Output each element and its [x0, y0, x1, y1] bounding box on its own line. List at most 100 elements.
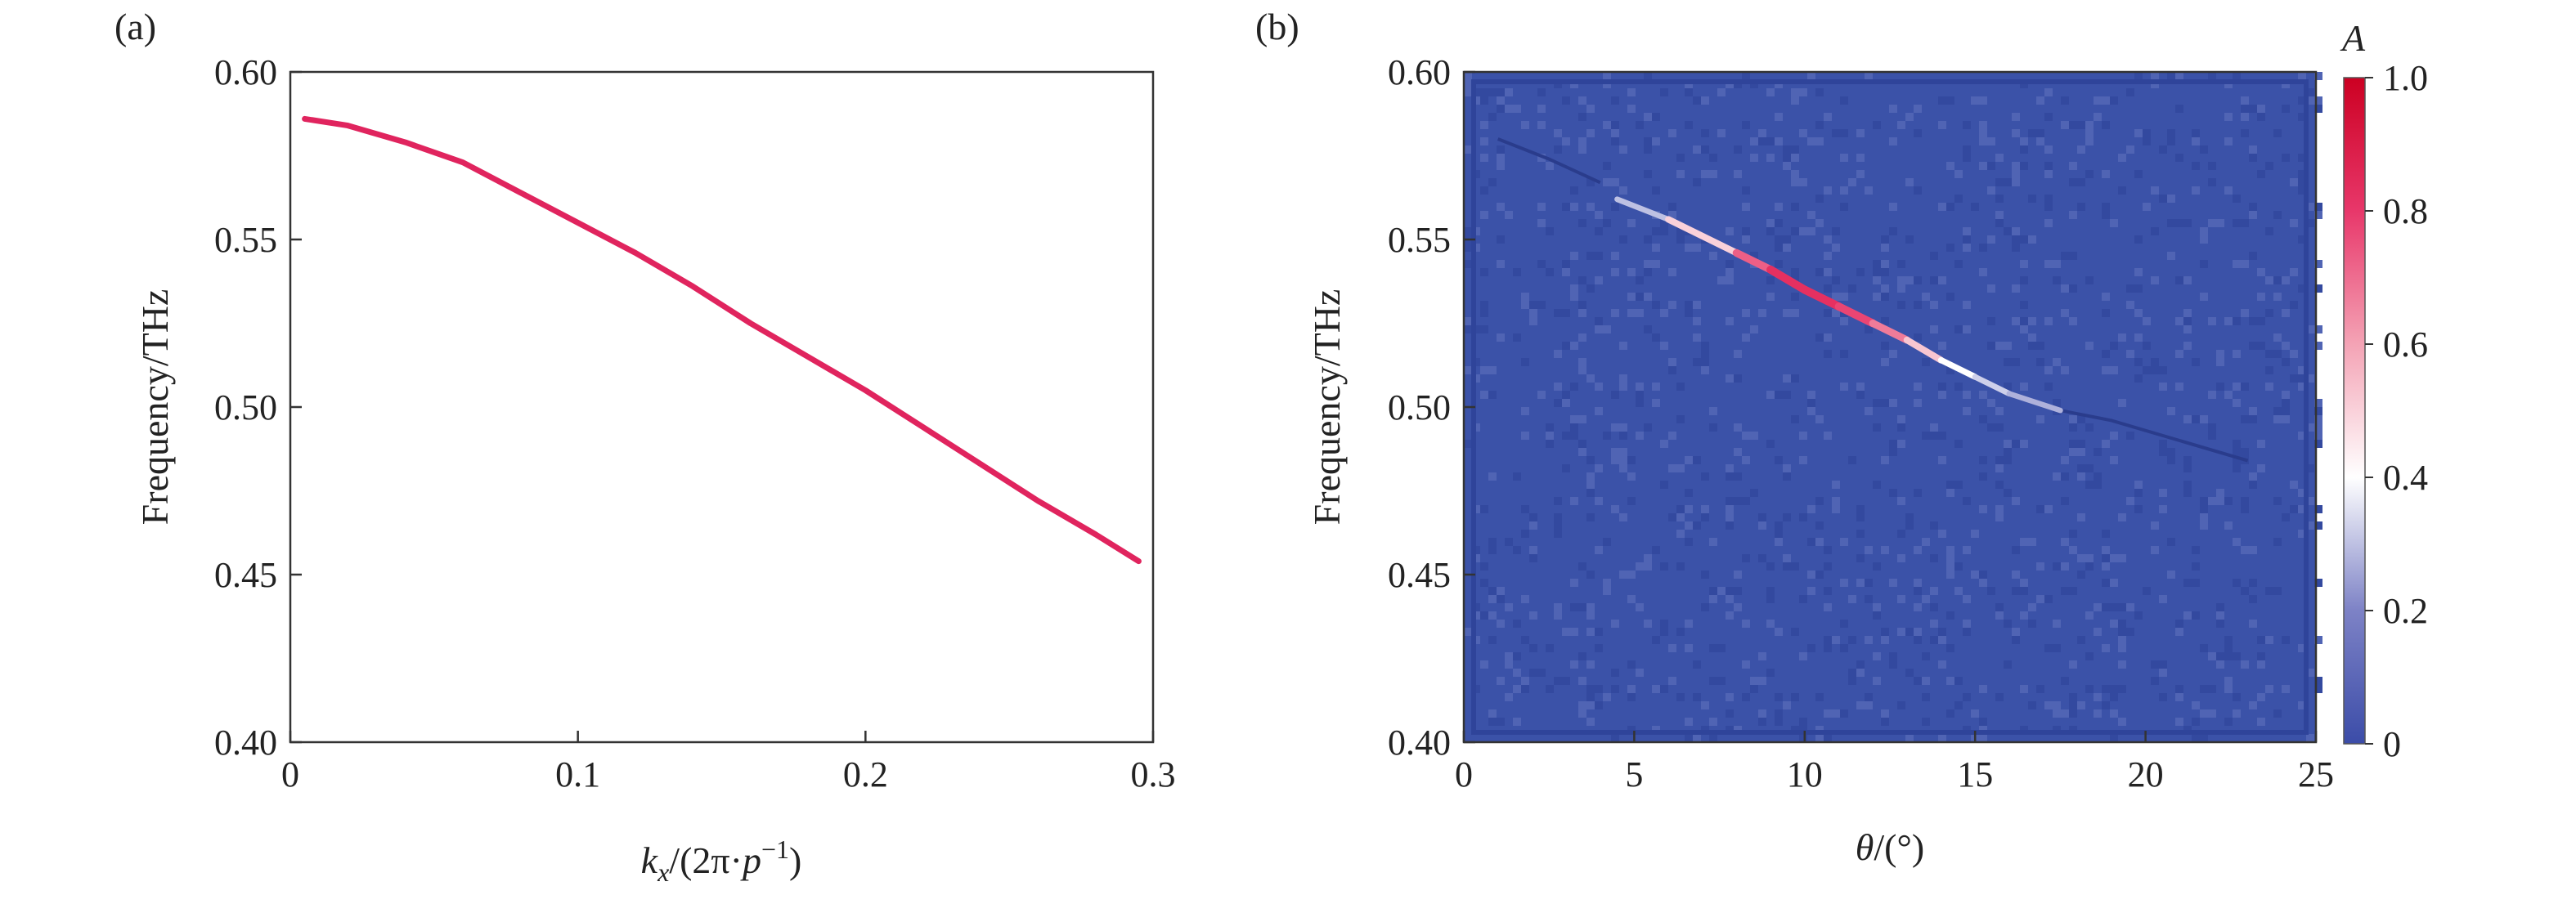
heatmap-cell [1676, 693, 1685, 701]
heatmap-cell [1505, 603, 1513, 611]
heatmap-cell [1799, 718, 1807, 726]
heatmap-cell [1497, 333, 1505, 342]
heatmap-cell [1562, 464, 1570, 472]
heatmap-cell [1979, 121, 1987, 129]
heatmap-cell [2085, 137, 2094, 145]
heatmap-cell [2159, 145, 2167, 154]
heatmap-cell [1562, 432, 1570, 440]
heatmap-cell [1905, 235, 1914, 244]
heatmap-cell [1873, 562, 1881, 571]
heatmap-cell [1652, 383, 1660, 391]
heatmap-cell [1513, 652, 1521, 660]
heatmap-cell [2036, 505, 2044, 513]
heatmap-cell [2053, 644, 2061, 652]
heatmap-cell [1946, 644, 1954, 652]
heatmap-cell [1791, 309, 1799, 317]
heatmap-cell [1824, 113, 1832, 121]
heatmap-cell [1586, 660, 1595, 669]
heatmap-cell [1766, 391, 1775, 399]
heatmap-cell [1922, 358, 1930, 366]
heatmap-cell [1856, 669, 1865, 677]
heatmap-cell [1815, 571, 1824, 579]
heatmap-cell [1815, 333, 1824, 342]
heatmap-cell [2061, 284, 2069, 293]
heatmap-cell [1897, 497, 1905, 505]
heatmap-cell [1668, 211, 1676, 219]
heatmap-cell [2249, 317, 2257, 325]
heatmap-cell [2069, 546, 2077, 554]
heatmap-cell [1652, 399, 1660, 407]
heatmap-cell [1840, 317, 1848, 325]
heatmap-cell [1537, 260, 1546, 268]
heatmap-cell [2273, 497, 2282, 505]
heatmap-cell [2044, 366, 2053, 374]
heatmap-cell [2183, 219, 2192, 227]
heatmap-cell [2020, 235, 2028, 244]
heatmap-cell [1824, 636, 1832, 644]
heatmap-cell [1946, 546, 1954, 554]
heatmap-cell [2192, 129, 2200, 137]
heatmap-cell [1881, 260, 1889, 268]
heatmap-cell [1717, 88, 1726, 96]
heatmap-cell [1627, 293, 1636, 301]
heatmap-cell [2061, 366, 2069, 374]
heatmap-cell [1963, 227, 1971, 235]
heatmap-cell [1938, 432, 1946, 440]
heatmap-cell [2134, 309, 2143, 317]
heatmap-cell [1914, 603, 1922, 611]
heatmap-cell [2224, 391, 2233, 399]
heatmap-cell [1570, 432, 1578, 440]
panel-b-ytick-label: 0.60 [1388, 52, 1451, 92]
heatmap-cell [2069, 162, 2077, 170]
heatmap-cell [2102, 530, 2110, 538]
heatmap-cell [2159, 660, 2167, 669]
heatmap-cell [2044, 260, 2053, 268]
heatmap-cell [2085, 554, 2094, 562]
heatmap-cell [1497, 162, 1505, 170]
panel-a-ytick-label: 0.45 [214, 555, 277, 595]
heatmap-cell [2151, 358, 2159, 366]
heatmap-cell [1701, 603, 1709, 611]
heatmap-cell [1791, 268, 1799, 276]
heatmap-cell [1603, 587, 1611, 595]
heatmap-cell [1791, 293, 1799, 301]
heatmap-cell [2200, 734, 2208, 742]
heatmap-cell [2118, 333, 2126, 342]
heatmap-cell [1979, 579, 1987, 587]
heatmap-cell [1595, 644, 1603, 652]
heatmap-cell [2069, 423, 2077, 432]
heatmap-cell [2085, 652, 2094, 660]
heatmap-cell [1807, 391, 1815, 399]
heatmap-cell [1963, 391, 1971, 399]
heatmap-cell [1676, 513, 1685, 521]
heatmap-cell [2233, 317, 2241, 325]
heatmap-cell [2306, 203, 2314, 211]
heatmap-cell [1824, 235, 1832, 244]
heatmap-cell [1578, 137, 1586, 145]
heatmap-cell [1505, 660, 1513, 669]
heatmap-cell [2077, 448, 2085, 456]
heatmap-cell [1807, 137, 1815, 145]
heatmap-cell [1905, 521, 1914, 530]
heatmap-cell [1644, 325, 1652, 333]
heatmap-cell [1791, 170, 1799, 178]
heatmap-cell [2183, 456, 2192, 464]
heatmap-cell [2053, 260, 2061, 268]
heatmap-cell [1979, 129, 1987, 137]
heatmap-cell [2192, 562, 2200, 571]
heatmap-cell [2102, 293, 2110, 301]
heatmap-cell [1521, 358, 1529, 366]
heatmap-cell [2069, 440, 2077, 448]
heatmap-cell [1578, 301, 1586, 309]
heatmap-cell [1979, 137, 1987, 145]
heatmap-cell [2134, 505, 2143, 513]
heatmap-cell [1922, 595, 1930, 603]
heatmap-cell [2192, 358, 2200, 366]
heatmap-cell [1873, 399, 1881, 407]
heatmap-cell [2216, 219, 2224, 227]
heatmap-cell [2282, 415, 2290, 423]
heatmap-cell [1799, 432, 1807, 440]
heatmap-cell [2282, 399, 2290, 407]
heatmap-cell [1619, 464, 1627, 472]
heatmap-cell [1914, 129, 1922, 137]
